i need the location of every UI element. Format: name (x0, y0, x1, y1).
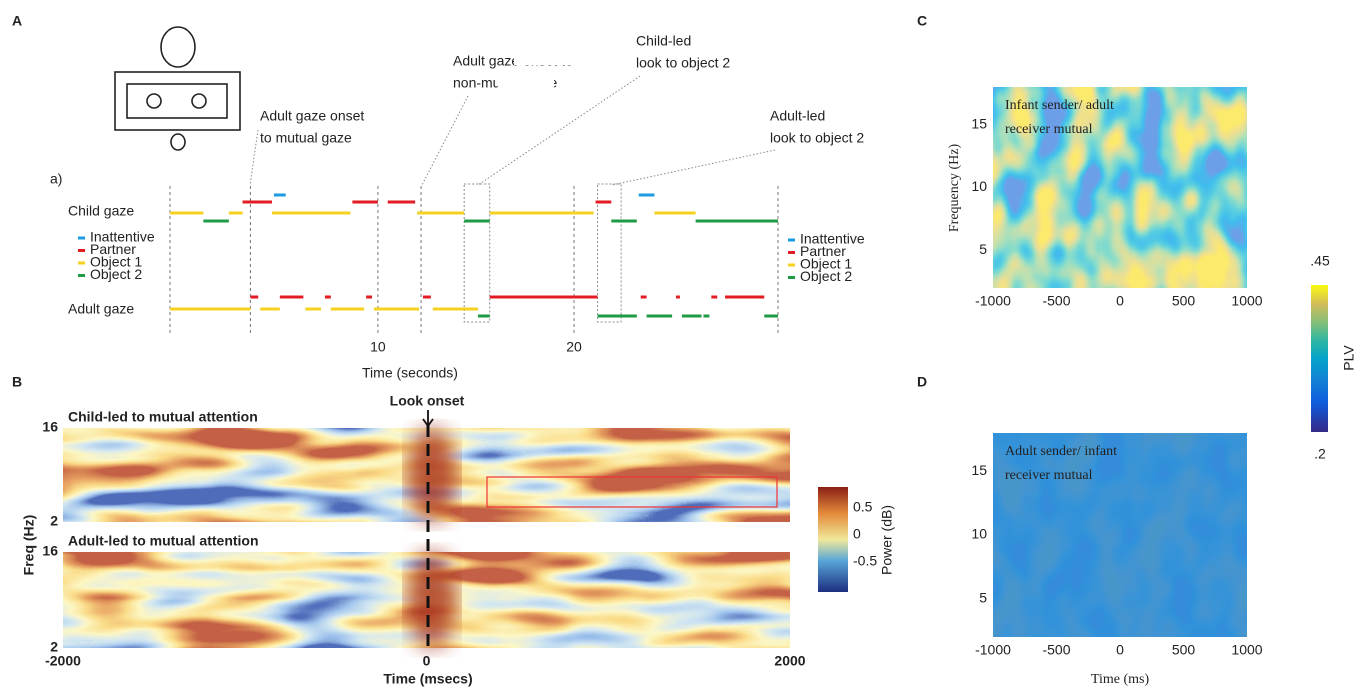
y-tick-label: 15 (971, 115, 987, 131)
colorbar (818, 487, 848, 592)
x-tick-label: 0 (1116, 642, 1124, 658)
row-label: Adult gaze (68, 301, 134, 317)
overlay-text: Infant sender/ adult (1005, 98, 1114, 113)
occluder (498, 76, 554, 92)
panel-label: A (12, 13, 22, 29)
x-tick-label: 10 (370, 339, 386, 355)
leader-line (612, 150, 775, 185)
y-tick-label: 2 (50, 513, 58, 529)
x-axis-label: Time (msecs) (383, 671, 472, 687)
event-box (464, 184, 489, 322)
x-tick-label: 500 (1172, 293, 1196, 309)
event-box (598, 184, 622, 322)
y-axis-label: Freq (Hz) (21, 515, 37, 576)
overlay-text: Adult sender/ infant (1005, 444, 1117, 459)
x-tick-label: -1000 (975, 642, 1011, 658)
heatmap-hot (407, 552, 457, 648)
x-tick-label: 1000 (1231, 293, 1262, 309)
setup-drawing (115, 27, 240, 150)
x-tick-label: 1000 (1231, 642, 1262, 658)
y-tick-label: 16 (42, 419, 58, 435)
row-label: Child gaze (68, 203, 134, 219)
colorbar-tick: 0 (853, 526, 861, 542)
occluder (514, 54, 574, 65)
legend-label: Object 2 (800, 268, 852, 284)
x-tick-label: -2000 (45, 653, 81, 669)
x-tick-label: -500 (1042, 642, 1070, 658)
colorbar-tick: 0.5 (853, 499, 873, 515)
annotation: Adult-led (770, 108, 825, 124)
colorbar-tick: .2 (1314, 446, 1326, 462)
panel-label: B (12, 374, 22, 390)
colorbar-label: PLV (1341, 345, 1357, 371)
colorbar-tick: .45 (1310, 253, 1330, 269)
subplot-title: Adult-led to mutual attention (68, 533, 259, 549)
x-tick-label: 2000 (774, 653, 805, 669)
x-axis-label: Time (seconds) (362, 365, 458, 381)
annotation: look to object 2 (770, 130, 864, 146)
heatmap-hot (407, 428, 457, 522)
colorbar-tick: -0.5 (853, 553, 877, 569)
heatmap-texture (993, 433, 1247, 637)
figure: A B C Da) Adult gaze onset to mutual gaze Adul… (0, 0, 1364, 691)
y-tick-label: 15 (971, 462, 987, 478)
plv-colorbar (1311, 285, 1328, 432)
annotation: Adult gaze onset (260, 108, 364, 124)
annotation: look to object 2 (636, 55, 730, 71)
subplot-title: Child-led to mutual attention (68, 409, 258, 425)
y-tick-label: 10 (971, 526, 987, 542)
x-tick-label: -500 (1042, 293, 1070, 309)
onset-label: Look onset (390, 393, 465, 409)
overlay-text: receiver mutual (1005, 468, 1093, 483)
y-tick-label: 16 (42, 543, 58, 559)
y-tick-label: 10 (971, 178, 987, 194)
panels: A B C Da) Adult gaze onset to mutual gaze Adul… (12, 13, 1357, 688)
annotation: to mutual gaze (260, 130, 352, 146)
x-tick-label: 20 (566, 339, 582, 355)
panel-label: D (917, 374, 927, 390)
panel-label: C (917, 13, 927, 29)
sublabel: a) (50, 171, 62, 187)
leader-line (422, 96, 468, 185)
heatmap (993, 87, 1247, 288)
y-tick-label: 5 (979, 589, 987, 605)
leader-line (478, 76, 640, 185)
x-tick-label: 0 (423, 653, 431, 669)
y-tick-label: 5 (979, 241, 987, 257)
overlay-text: receiver mutual (1005, 122, 1093, 137)
annotation: Child-led (636, 33, 691, 49)
x-axis-label: Time (ms) (1091, 672, 1150, 687)
x-tick-label: 500 (1172, 642, 1196, 658)
leader-line (250, 130, 258, 185)
legend-label: Object 2 (90, 266, 142, 282)
x-tick-label: -1000 (975, 293, 1011, 309)
colorbar-label: Power (dB) (879, 505, 895, 575)
y-axis-label: Frequency (Hz) (947, 144, 962, 233)
x-tick-label: 0 (1116, 293, 1124, 309)
onset-arrow (423, 410, 433, 426)
